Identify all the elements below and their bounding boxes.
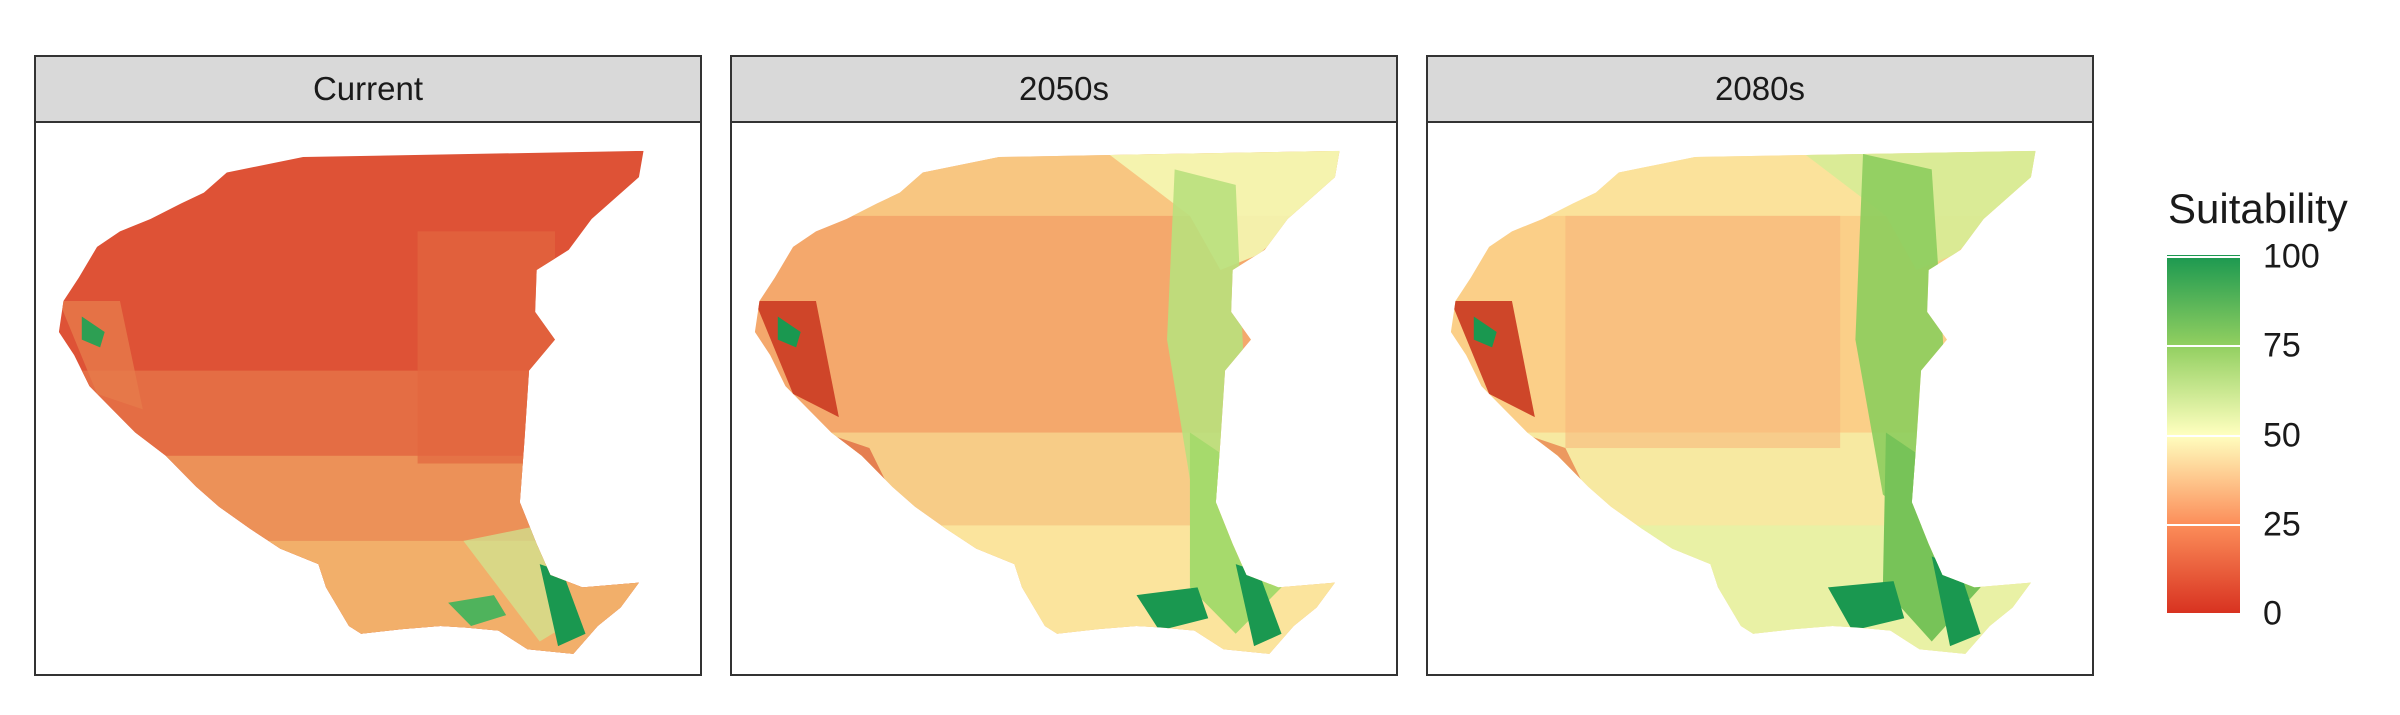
legend-tick-mark (2167, 613, 2240, 615)
legend-tick-label: 50 (2263, 416, 2301, 455)
panel-strip-2080s: 2080s (1426, 55, 2094, 123)
legend-tick-label: 0 (2263, 594, 2282, 633)
map-2050s-svg (754, 150, 1340, 654)
panel-label-current: Current (312, 70, 424, 107)
legend-tick-mark (2167, 524, 2240, 526)
panel-label-2050s: 2050s (1019, 70, 1109, 107)
panel-strip-current: Current (34, 55, 702, 123)
legend-tick-label: 75 (2263, 326, 2301, 365)
map-2080s (1426, 123, 2094, 676)
panel-strip-2050s: 2050s (730, 55, 1398, 123)
panel-label-2080s: 2080s (1715, 70, 1805, 107)
panel-2080s: 2080s (1426, 55, 2094, 676)
legend-tick-label: 25 (2263, 505, 2301, 544)
legend-tick-mark (2167, 256, 2240, 258)
map-current-svg (58, 150, 644, 654)
legend-tick-mark (2167, 435, 2240, 437)
map-2080s-svg (1450, 150, 2036, 654)
panel-2050s: 2050s (730, 55, 1398, 676)
panel-current: Current (34, 55, 702, 676)
map-2050s (730, 123, 1398, 676)
legend-tick-mark (2167, 345, 2240, 347)
map-current (34, 123, 702, 676)
legend-tick-label: 100 (2263, 237, 2320, 276)
legend-title: Suitability (2168, 185, 2348, 232)
legend: Suitability 100 75 50 25 0 (2150, 185, 2380, 633)
